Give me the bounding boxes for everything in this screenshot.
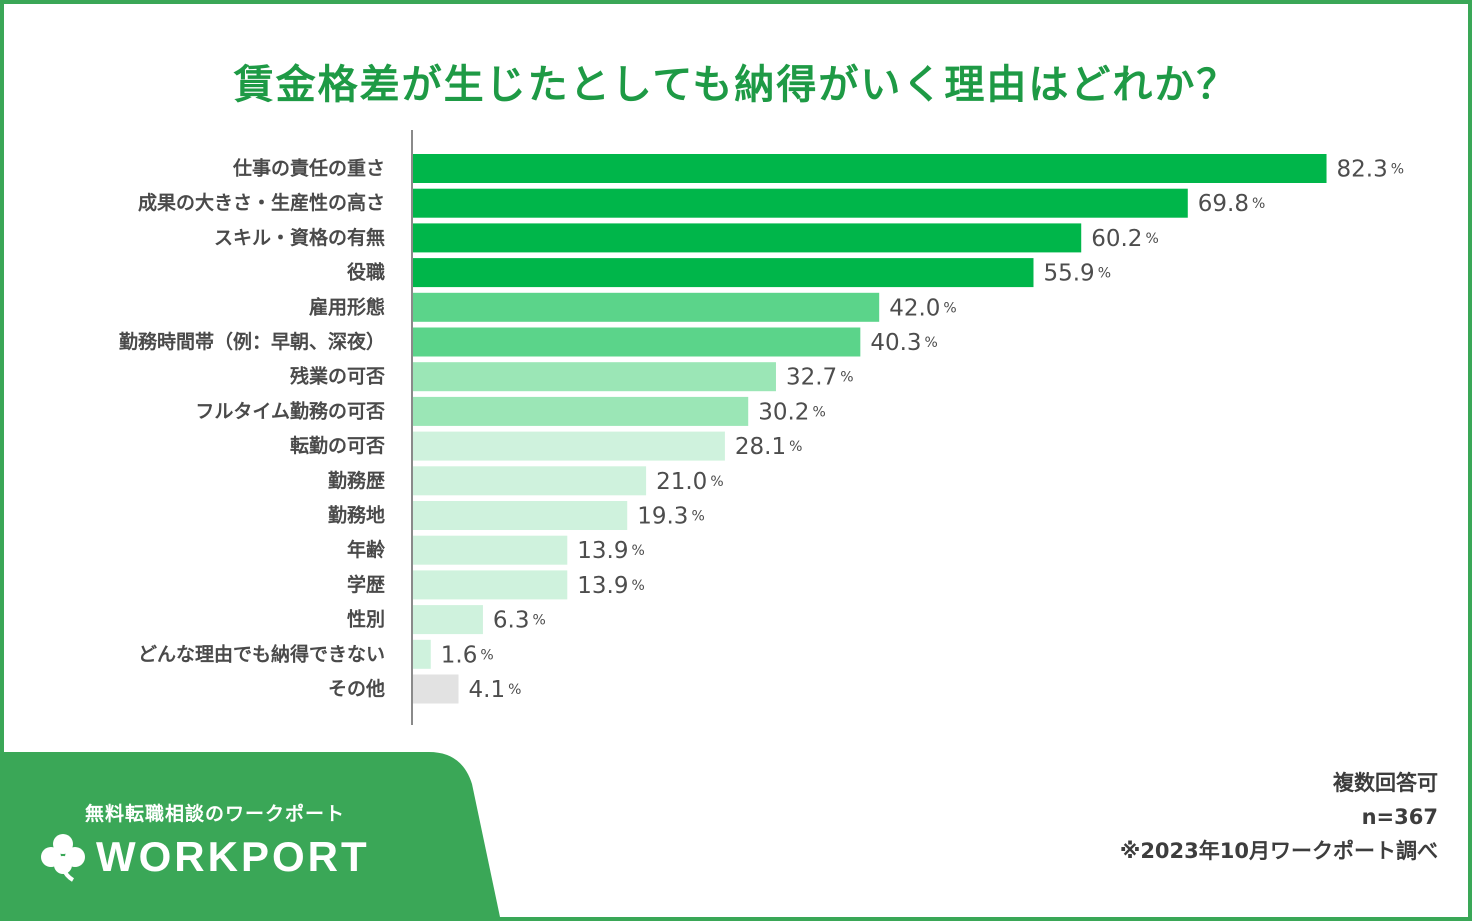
percent-unit: % bbox=[1145, 231, 1158, 247]
category-label: 学歴 bbox=[347, 573, 385, 596]
bars-layer: 仕事の責任の重さ 82.3 % 成果の大きさ・生産性の高さ 69.8 % スキル・資格の有無… bbox=[119, 154, 1404, 704]
bar bbox=[413, 466, 647, 496]
category-label: 残業の可否 bbox=[290, 365, 385, 388]
percent-unit: % bbox=[710, 474, 723, 490]
percent-unit: % bbox=[691, 509, 704, 525]
value-number: 42.0 bbox=[889, 295, 940, 321]
category-label: 勤務時間帯（例：早朝、深夜） bbox=[119, 330, 385, 353]
value-number: 28.1 bbox=[735, 434, 786, 460]
category-label: 性別 bbox=[347, 608, 385, 631]
value-number: 82.3 bbox=[1337, 157, 1388, 183]
value-number: 32.7 bbox=[786, 365, 837, 391]
percent-unit: % bbox=[480, 647, 493, 663]
value-label: 4.1% bbox=[469, 677, 522, 703]
value-label: 60.2% bbox=[1091, 226, 1159, 252]
value-label: 13.9% bbox=[577, 573, 645, 599]
value-number: 60.2 bbox=[1091, 226, 1142, 252]
value-number: 13.9 bbox=[577, 538, 628, 564]
logo-text: WORKPORT bbox=[96, 833, 370, 880]
percent-unit: % bbox=[1391, 162, 1404, 178]
value-label: 1.6% bbox=[441, 642, 494, 668]
category-label: 転勤の可否 bbox=[290, 434, 385, 457]
category-label: フルタイム勤務の可否 bbox=[195, 399, 385, 422]
percent-unit: % bbox=[812, 404, 825, 420]
value-number: 4.1 bbox=[469, 677, 506, 703]
value-label: 30.2% bbox=[758, 399, 826, 425]
bar bbox=[413, 362, 776, 392]
clover-icon bbox=[41, 834, 85, 882]
value-number: 6.3 bbox=[493, 608, 530, 634]
value-label: 40.3% bbox=[870, 330, 938, 356]
percent-unit: % bbox=[1252, 196, 1265, 212]
bar bbox=[413, 258, 1034, 288]
value-label: 28.1% bbox=[735, 434, 803, 460]
category-label: 役職 bbox=[347, 261, 385, 284]
value-label: 6.3% bbox=[493, 608, 546, 634]
category-label: 仕事の責任の重さ bbox=[232, 157, 385, 180]
percent-unit: % bbox=[632, 543, 645, 559]
value-number: 69.8 bbox=[1198, 191, 1249, 217]
value-number: 1.6 bbox=[441, 642, 478, 668]
value-label: 21.0% bbox=[656, 469, 724, 495]
value-label: 69.8% bbox=[1198, 191, 1266, 217]
brand-panel-shape bbox=[4, 752, 500, 917]
bar bbox=[413, 154, 1327, 183]
value-number: 19.3 bbox=[637, 504, 688, 530]
percent-unit: % bbox=[1098, 266, 1111, 282]
value-number: 30.2 bbox=[758, 399, 809, 425]
value-label: 32.7% bbox=[786, 365, 854, 391]
value-number: 13.9 bbox=[577, 573, 628, 599]
value-label: 42.0% bbox=[889, 295, 957, 321]
bar bbox=[413, 396, 749, 426]
survey-notes: 複数回答可 n=367 ※2023年10月ワークポート調べ bbox=[1120, 766, 1438, 868]
bar bbox=[413, 501, 628, 530]
brand-panel: 無料転職相談のワークポート WORKPORT bbox=[4, 752, 504, 917]
value-label: 13.9% bbox=[577, 538, 645, 564]
category-label: 成果の大きさ・生産性の高さ bbox=[138, 191, 385, 214]
value-label: 55.9% bbox=[1043, 261, 1111, 287]
bar bbox=[413, 327, 861, 357]
bar bbox=[413, 188, 1188, 218]
percent-unit: % bbox=[508, 682, 521, 698]
percent-unit: % bbox=[789, 439, 802, 455]
value-label: 82.3% bbox=[1337, 157, 1405, 183]
percent-unit: % bbox=[943, 300, 956, 316]
workport-logo: WORKPORT bbox=[40, 832, 370, 882]
multiple-answer-note: 複数回答可 bbox=[1333, 771, 1438, 795]
percent-unit: % bbox=[840, 370, 853, 386]
bar bbox=[413, 674, 459, 704]
sample-size-note: n=367 bbox=[1361, 805, 1438, 829]
percent-unit: % bbox=[632, 578, 645, 594]
chart-title: 賃金格差が生じたとしても納得がいく理由はどれか？ bbox=[233, 62, 1239, 108]
percent-unit: % bbox=[533, 613, 546, 629]
category-label: 雇用形態 bbox=[309, 295, 385, 318]
bar bbox=[413, 570, 568, 600]
percent-unit: % bbox=[925, 335, 938, 351]
value-number: 55.9 bbox=[1043, 261, 1094, 287]
category-label: 勤務歴 bbox=[328, 469, 385, 492]
value-number: 21.0 bbox=[656, 469, 707, 495]
bar bbox=[413, 605, 483, 635]
brand-tagline: 無料転職相談のワークポート bbox=[85, 803, 346, 825]
value-label: 19.3% bbox=[637, 504, 705, 530]
bar bbox=[413, 535, 568, 565]
category-label: どんな理由でも納得できない bbox=[138, 642, 385, 665]
category-label: 年齢 bbox=[347, 538, 386, 561]
value-number: 40.3 bbox=[870, 330, 921, 356]
source-note: ※2023年10月ワークポート調べ bbox=[1119, 839, 1438, 863]
category-label: 勤務地 bbox=[328, 504, 385, 527]
category-label: その他 bbox=[328, 677, 385, 700]
bar bbox=[413, 431, 725, 461]
category-label: スキル・資格の有無 bbox=[214, 226, 385, 249]
bar bbox=[413, 639, 431, 669]
bar bbox=[413, 223, 1082, 253]
bar bbox=[413, 292, 880, 322]
